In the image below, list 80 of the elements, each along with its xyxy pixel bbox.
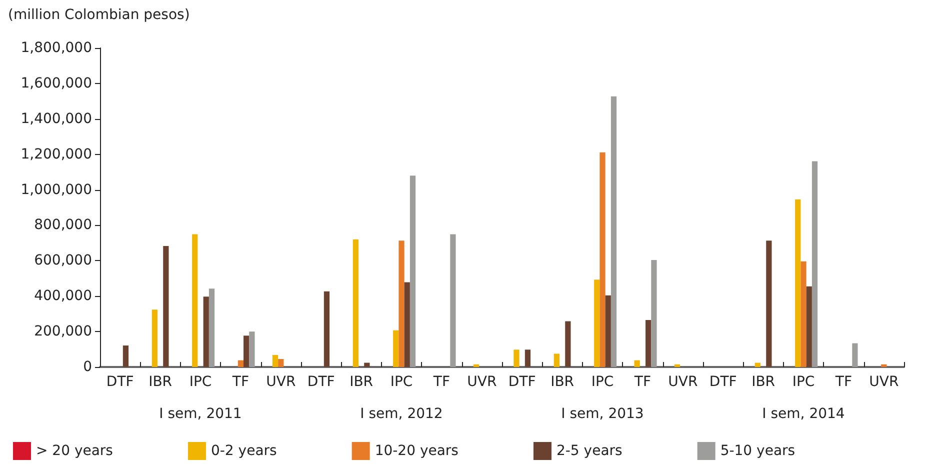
- bar: [610, 96, 617, 367]
- x-tick-label: IPC: [591, 374, 614, 390]
- bar: [634, 360, 640, 367]
- legend-label: 0-2 years: [210, 443, 277, 459]
- bar: [565, 321, 571, 367]
- x-tick-label: UVR: [668, 374, 698, 390]
- bar: [800, 261, 806, 367]
- x-tick-label: IPC: [390, 374, 413, 390]
- bar: [364, 362, 370, 367]
- bar: [152, 310, 158, 367]
- x-tick-label: DTF: [508, 374, 536, 390]
- bar: [605, 295, 611, 367]
- bar: [238, 360, 244, 367]
- bar: [806, 286, 812, 367]
- bar: [450, 234, 456, 367]
- bar: [674, 364, 680, 367]
- x-tick-label: IBR: [550, 374, 574, 390]
- y-tick-label: 400,000: [34, 288, 92, 304]
- bar: [754, 362, 760, 367]
- x-tick-label: IBR: [148, 374, 172, 390]
- x-tick-label: TF: [834, 374, 852, 390]
- x-tick-label: IBR: [350, 374, 374, 390]
- y-tick-label: 800,000: [34, 217, 92, 234]
- x-tick-label: IPC: [189, 374, 212, 390]
- x-tick-label: DTF: [709, 374, 737, 390]
- bar: [249, 332, 255, 367]
- bar: [651, 260, 657, 367]
- y-tick-label: 600,000: [34, 252, 92, 269]
- y-tick-label: 0: [83, 359, 92, 375]
- x-tick-label: UVR: [869, 374, 899, 390]
- bar: [404, 282, 410, 367]
- x-tick-label: UVR: [266, 374, 296, 390]
- bar: [203, 296, 209, 367]
- bar: [594, 280, 600, 367]
- bar: [393, 330, 399, 367]
- text: I sem, 2014: [762, 406, 845, 422]
- y-tick-label: 1,400,000: [20, 110, 92, 127]
- y-tick-label: 1,800,000: [20, 40, 92, 56]
- bar: [881, 364, 887, 367]
- bar: [473, 364, 480, 367]
- x-tick-label: TF: [633, 374, 652, 390]
- y-tick-label: 1,200,000: [20, 146, 92, 162]
- bar: [208, 288, 215, 367]
- bar: [795, 199, 801, 367]
- bar: [410, 176, 416, 367]
- bar: [272, 354, 278, 367]
- x-tick-label: TF: [432, 374, 450, 390]
- bar: [398, 240, 404, 367]
- x-tick-label: UVR: [467, 374, 497, 390]
- text: I sem, 2012: [360, 406, 443, 422]
- bar: [852, 343, 858, 367]
- bar: [766, 240, 772, 367]
- bar: [812, 161, 818, 367]
- bar: [244, 336, 250, 367]
- text: I sem, 2011: [159, 406, 242, 422]
- bar: [646, 320, 652, 367]
- x-tick-label: TF: [231, 374, 250, 390]
- x-tick-label: IPC: [792, 374, 815, 390]
- legend-label: 10-20 years: [374, 443, 458, 459]
- y-tick-label: 200,000: [34, 324, 92, 340]
- bar: [163, 246, 169, 367]
- bar: [324, 291, 330, 367]
- text: I sem, 2013: [561, 406, 644, 422]
- legend-label: > 20 years: [36, 443, 113, 459]
- bar: [122, 346, 129, 367]
- bar: [192, 234, 198, 367]
- y-tick-label: 1,000,000: [20, 182, 92, 198]
- bar: [524, 350, 531, 367]
- bar: [514, 350, 520, 367]
- y-tick-label: 1,600,000: [20, 75, 92, 92]
- bar: [600, 152, 606, 367]
- bar: [278, 359, 284, 367]
- x-tick-label: DTF: [106, 374, 134, 390]
- legend-label: 2-5 years: [556, 443, 622, 459]
- bar: [554, 354, 560, 367]
- legend-label: 5-10 years: [720, 443, 796, 459]
- x-tick-label: IBR: [752, 374, 776, 390]
- bar: [352, 239, 358, 367]
- x-tick-label: DTF: [307, 374, 335, 390]
- y-axis-title: (million Colombian pesos): [8, 7, 190, 23]
